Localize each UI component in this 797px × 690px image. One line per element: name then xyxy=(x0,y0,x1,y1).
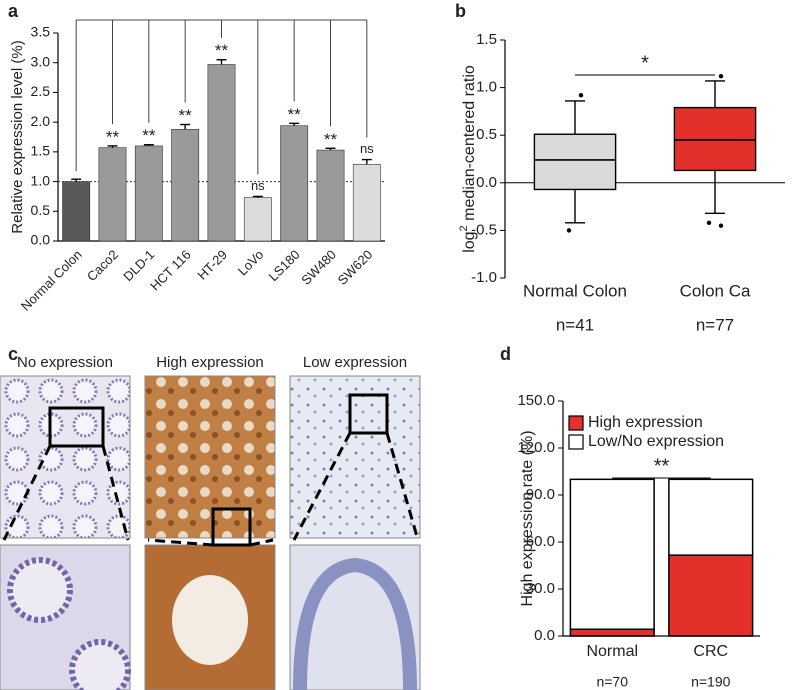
significance-label: ** xyxy=(288,105,302,124)
zoom-box xyxy=(211,507,252,547)
x-tick-label: CRC xyxy=(693,643,728,660)
bar xyxy=(134,145,163,242)
y-tick-label: 1.0 xyxy=(31,172,51,188)
x-tick-label: LoVo xyxy=(235,247,267,279)
x-tick-label: Colon Ca xyxy=(680,281,751,300)
significance-label: ** xyxy=(106,127,120,146)
y-tick-label: 1.5 xyxy=(476,31,497,48)
bar-segment xyxy=(668,554,754,637)
y-tick-label: 3.5 xyxy=(31,24,51,40)
y-tick-label: 1.0 xyxy=(476,79,497,96)
significance-label: ns xyxy=(251,178,265,193)
outlier xyxy=(706,220,712,225)
micrograph xyxy=(0,375,131,539)
x-tick-label: Normal xyxy=(586,643,638,660)
bar xyxy=(207,64,236,242)
box xyxy=(533,133,617,191)
crypt xyxy=(7,557,73,623)
panel-label: a xyxy=(8,1,19,21)
significance-label: ** xyxy=(324,130,338,149)
y-tick-label: 0.5 xyxy=(476,126,497,143)
y-tick-label: 60.0 xyxy=(526,533,555,550)
bar xyxy=(62,181,91,242)
image-title: High expression xyxy=(156,354,264,371)
crypt xyxy=(69,639,131,690)
zoom-lines xyxy=(2,432,420,547)
y-axis-label: Relative expression level (%) xyxy=(9,40,26,233)
y-tick-label: -1.0 xyxy=(471,269,497,286)
significance-label: ** xyxy=(142,126,156,145)
y-tick-label: 150.0 xyxy=(517,392,555,409)
zoom-box xyxy=(348,393,389,435)
y-tick-label: 3.0 xyxy=(31,53,51,69)
significance-label: ** xyxy=(215,41,229,60)
y-tick-label: 0.5 xyxy=(31,202,51,218)
y-tick-label: 0.0 xyxy=(476,174,497,191)
lumen xyxy=(172,575,248,665)
x-tick-label: SW620 xyxy=(335,247,376,288)
x-tick-label: LS180 xyxy=(266,247,303,284)
y-tick-label: 0.0 xyxy=(534,627,555,644)
significance-label: * xyxy=(641,52,649,74)
x-tick-label: SW480 xyxy=(298,247,339,288)
bar xyxy=(243,197,272,242)
outlier xyxy=(718,223,724,228)
significance-label: ns xyxy=(360,141,374,156)
bar xyxy=(352,164,381,242)
legend-swatch xyxy=(568,415,584,431)
image-title: Low expression xyxy=(303,354,407,371)
y-tick-label: 90.0 xyxy=(526,486,555,503)
significance-label: ** xyxy=(179,106,193,125)
y-tick-label: -0.5 xyxy=(471,221,497,238)
image-title: No expression xyxy=(17,354,113,371)
bar xyxy=(316,149,345,242)
bar-segment xyxy=(668,478,754,556)
bar-segment xyxy=(569,628,655,637)
y-axis-label-sup: 2 xyxy=(458,225,470,231)
outlier xyxy=(718,73,724,79)
y-tick-label: 2.5 xyxy=(31,83,51,99)
legend-label: Low/No expression xyxy=(588,433,724,450)
y-axis-label-part: log xyxy=(461,231,478,252)
bar xyxy=(280,125,309,242)
y-axis-label: log2 median-centered ratio xyxy=(458,65,478,253)
y-tick-label: 120.0 xyxy=(517,439,555,456)
outlier xyxy=(566,228,572,233)
x-tick-label: Normal Colon xyxy=(18,247,85,314)
y-tick-label: 1.5 xyxy=(31,143,51,159)
y-tick-label: 30.0 xyxy=(526,580,555,597)
n-label: n=70 xyxy=(596,674,628,690)
x-tick-label: HT-29 xyxy=(194,247,230,283)
zoom-box xyxy=(48,406,105,448)
n-label: n=41 xyxy=(556,315,594,334)
x-tick-label: Normal Colon xyxy=(523,281,627,300)
legend-swatch xyxy=(568,434,584,450)
y-tick-label: 0.0 xyxy=(31,232,51,248)
n-label: n=77 xyxy=(696,315,734,334)
bar-segment xyxy=(569,478,655,631)
y-tick-label: 2.0 xyxy=(31,113,51,129)
n-label: n=190 xyxy=(691,674,731,690)
box xyxy=(673,106,757,172)
micrograph xyxy=(289,375,421,539)
x-tick-label: Caco2 xyxy=(84,247,121,284)
x-tick-label: HCT 116 xyxy=(147,247,194,294)
micrograph xyxy=(144,375,276,539)
image-panel: No expression High expression Low expres… xyxy=(0,354,421,690)
epithelium xyxy=(293,557,417,690)
panel-label: c xyxy=(8,344,18,364)
bar xyxy=(171,128,200,242)
y-axis-label: High expression rate (%) xyxy=(519,430,536,606)
significance-label: ** xyxy=(654,455,670,477)
outlier xyxy=(578,93,584,98)
y-axis-label-part: median-centered ratio xyxy=(461,65,478,225)
legend-label: High expression xyxy=(588,414,703,431)
bar xyxy=(98,147,127,242)
panel-label: b xyxy=(455,1,466,21)
panel-label: d xyxy=(500,344,511,364)
